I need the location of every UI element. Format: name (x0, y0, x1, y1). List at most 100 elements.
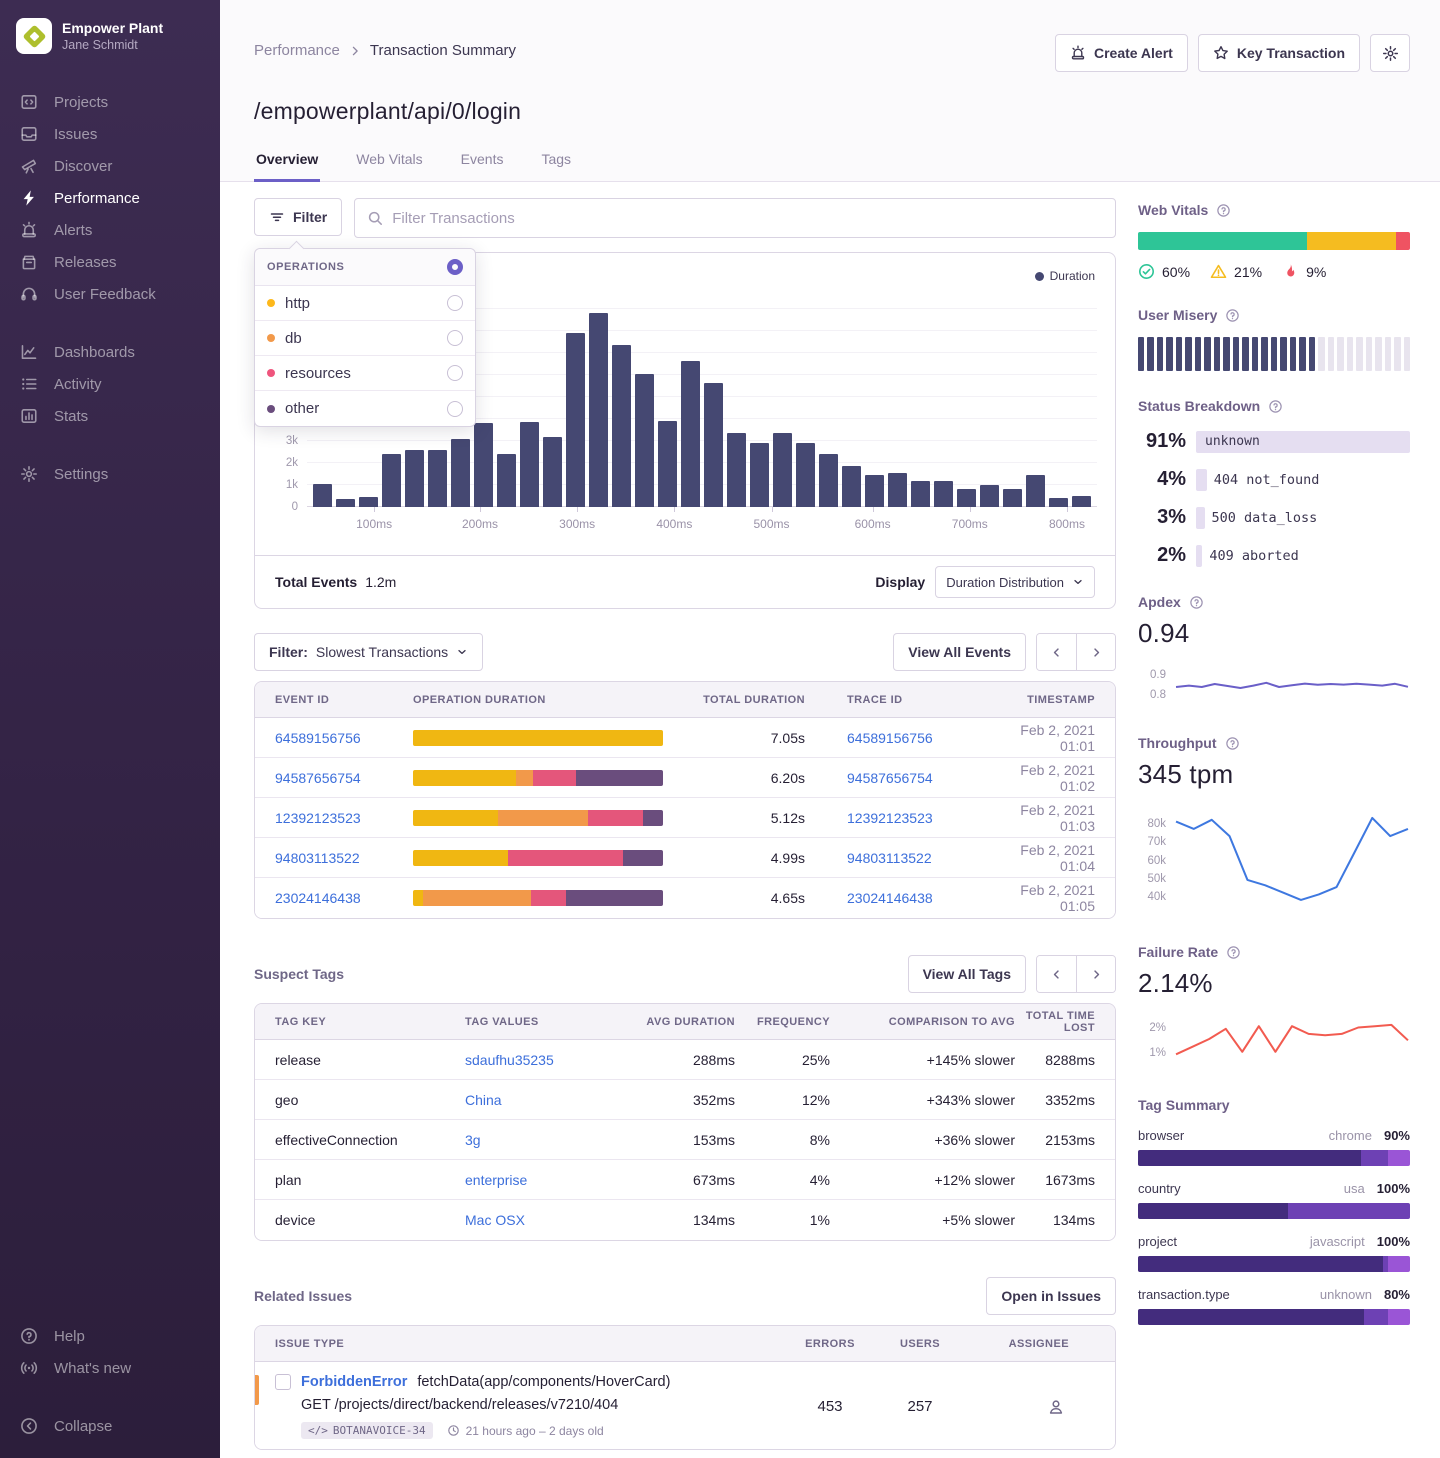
histogram-bar[interactable] (1049, 498, 1068, 507)
histogram-bar[interactable] (313, 484, 332, 507)
histogram-bar[interactable] (1003, 489, 1022, 507)
histogram-bar[interactable] (543, 437, 562, 507)
question-icon[interactable] (1268, 399, 1283, 414)
histogram-bar[interactable] (359, 497, 378, 507)
histogram-bar[interactable] (451, 439, 470, 507)
histogram-bar[interactable] (980, 485, 999, 507)
question-icon[interactable] (1226, 945, 1241, 960)
settings-gear-button[interactable] (1370, 34, 1410, 72)
sidebar-item-collapse[interactable]: Collapse (0, 1410, 220, 1442)
pager-prev-button[interactable] (1037, 634, 1076, 670)
tag-value-link[interactable]: China (465, 1092, 615, 1108)
histogram-bar[interactable] (704, 383, 723, 507)
issue-row[interactable]: ForbiddenError fetchData(app/components/… (255, 1362, 1115, 1449)
issue-type-link[interactable]: ForbiddenError (301, 1374, 407, 1390)
histogram-bar[interactable] (842, 466, 861, 507)
tab-overview[interactable]: Overview (254, 145, 320, 182)
operation-option-resources[interactable]: resources (255, 356, 475, 391)
operation-option-db[interactable]: db (255, 321, 475, 356)
histogram-bar[interactable] (474, 423, 493, 507)
event-id-link[interactable]: 64589156756 (275, 730, 413, 746)
sidebar-item-discover[interactable]: Discover (0, 150, 220, 182)
create-alert-button[interactable]: Create Alert (1055, 34, 1188, 72)
histogram-bar[interactable] (888, 473, 907, 507)
sidebar-item-settings[interactable]: Settings (0, 458, 220, 490)
histogram-bar[interactable] (382, 454, 401, 507)
sidebar-item-whats-new[interactable]: What's new (0, 1352, 220, 1384)
trace-id-link[interactable]: 94587656754 (805, 770, 995, 786)
histogram-bar[interactable] (865, 475, 884, 507)
histogram-bar[interactable] (957, 489, 976, 507)
trace-id-link[interactable]: 64589156756 (805, 730, 995, 746)
sidebar-item-releases[interactable]: Releases (0, 246, 220, 278)
sidebar-item-help[interactable]: Help (0, 1320, 220, 1352)
event-id-link[interactable]: 12392123523 (275, 810, 413, 826)
histogram-bar[interactable] (750, 443, 769, 507)
operation-radio[interactable] (447, 330, 463, 346)
question-icon[interactable] (1189, 595, 1204, 610)
histogram-bar[interactable] (405, 450, 424, 507)
org-switcher[interactable]: Empower Plant Jane Schmidt (0, 18, 220, 60)
open-in-issues-button[interactable]: Open in Issues (986, 1277, 1116, 1315)
histogram-bar[interactable] (520, 422, 539, 507)
operations-all-radio[interactable] (447, 259, 463, 275)
operation-radio[interactable] (447, 401, 463, 417)
histogram-bar[interactable] (635, 374, 654, 507)
pager-next-button[interactable] (1076, 956, 1115, 992)
tag-value-link[interactable]: sdaufhu35235 (465, 1052, 615, 1068)
tag-value-link[interactable]: Mac OSX (465, 1212, 615, 1228)
filter-button[interactable]: Filter (254, 198, 342, 236)
tab-tags[interactable]: Tags (539, 145, 573, 182)
sidebar-item-stats[interactable]: Stats (0, 400, 220, 432)
chart-legend[interactable]: Duration (1035, 269, 1095, 283)
sidebar-item-performance[interactable]: Performance (0, 182, 220, 214)
operation-radio[interactable] (447, 295, 463, 311)
question-icon[interactable] (1225, 308, 1240, 323)
histogram-bar[interactable] (796, 443, 815, 507)
histogram-bar[interactable] (773, 433, 792, 507)
view-all-tags-button[interactable]: View All Tags (908, 955, 1026, 993)
breadcrumb-performance[interactable]: Performance (254, 42, 340, 59)
sidebar-item-projects[interactable]: Projects (0, 86, 220, 118)
display-select[interactable]: Duration Distribution (935, 566, 1095, 598)
operations-dropdown-header[interactable]: OPERATIONS (255, 249, 475, 286)
sidebar-item-issues[interactable]: Issues (0, 118, 220, 150)
issue-checkbox[interactable] (275, 1374, 291, 1390)
histogram-bar[interactable] (497, 454, 516, 507)
histogram-bar[interactable] (566, 333, 585, 507)
trace-id-link[interactable]: 12392123523 (805, 810, 995, 826)
histogram-bar[interactable] (428, 450, 447, 507)
histogram-bar[interactable] (819, 454, 838, 507)
tag-value-link[interactable]: enterprise (465, 1172, 615, 1188)
event-id-link[interactable]: 94587656754 (275, 770, 413, 786)
pager-prev-button[interactable] (1037, 956, 1076, 992)
trace-id-link[interactable]: 94803113522 (805, 850, 995, 866)
key-transaction-button[interactable]: Key Transaction (1198, 34, 1360, 72)
event-id-link[interactable]: 23024146438 (275, 890, 413, 906)
view-all-events-button[interactable]: View All Events (893, 633, 1026, 671)
trace-id-link[interactable]: 23024146438 (805, 890, 995, 906)
question-icon[interactable] (1216, 203, 1231, 218)
search-input[interactable] (392, 210, 1103, 227)
question-icon[interactable] (1225, 736, 1240, 751)
issue-assignee-button[interactable] (965, 1398, 1095, 1416)
operation-radio[interactable] (447, 365, 463, 381)
sidebar-item-user-feedback[interactable]: User Feedback (0, 278, 220, 310)
histogram-bar[interactable] (934, 481, 953, 507)
histogram-bar[interactable] (1072, 496, 1091, 507)
tag-value-link[interactable]: 3g (465, 1132, 615, 1148)
histogram-bar[interactable] (336, 499, 355, 507)
histogram-bar[interactable] (612, 345, 631, 507)
event-id-link[interactable]: 94803113522 (275, 850, 413, 866)
operation-option-other[interactable]: other (255, 391, 475, 426)
tab-web-vitals[interactable]: Web Vitals (354, 145, 424, 182)
histogram-bar[interactable] (681, 361, 700, 507)
slowest-filter-select[interactable]: Filter: Slowest Transactions (254, 633, 483, 671)
pager-next-button[interactable] (1076, 634, 1115, 670)
histogram-bar[interactable] (911, 481, 930, 507)
histogram-bar[interactable] (658, 421, 677, 507)
tab-events[interactable]: Events (459, 145, 506, 182)
histogram-bar[interactable] (1026, 475, 1045, 507)
histogram-bar[interactable] (589, 313, 608, 507)
sidebar-item-alerts[interactable]: Alerts (0, 214, 220, 246)
